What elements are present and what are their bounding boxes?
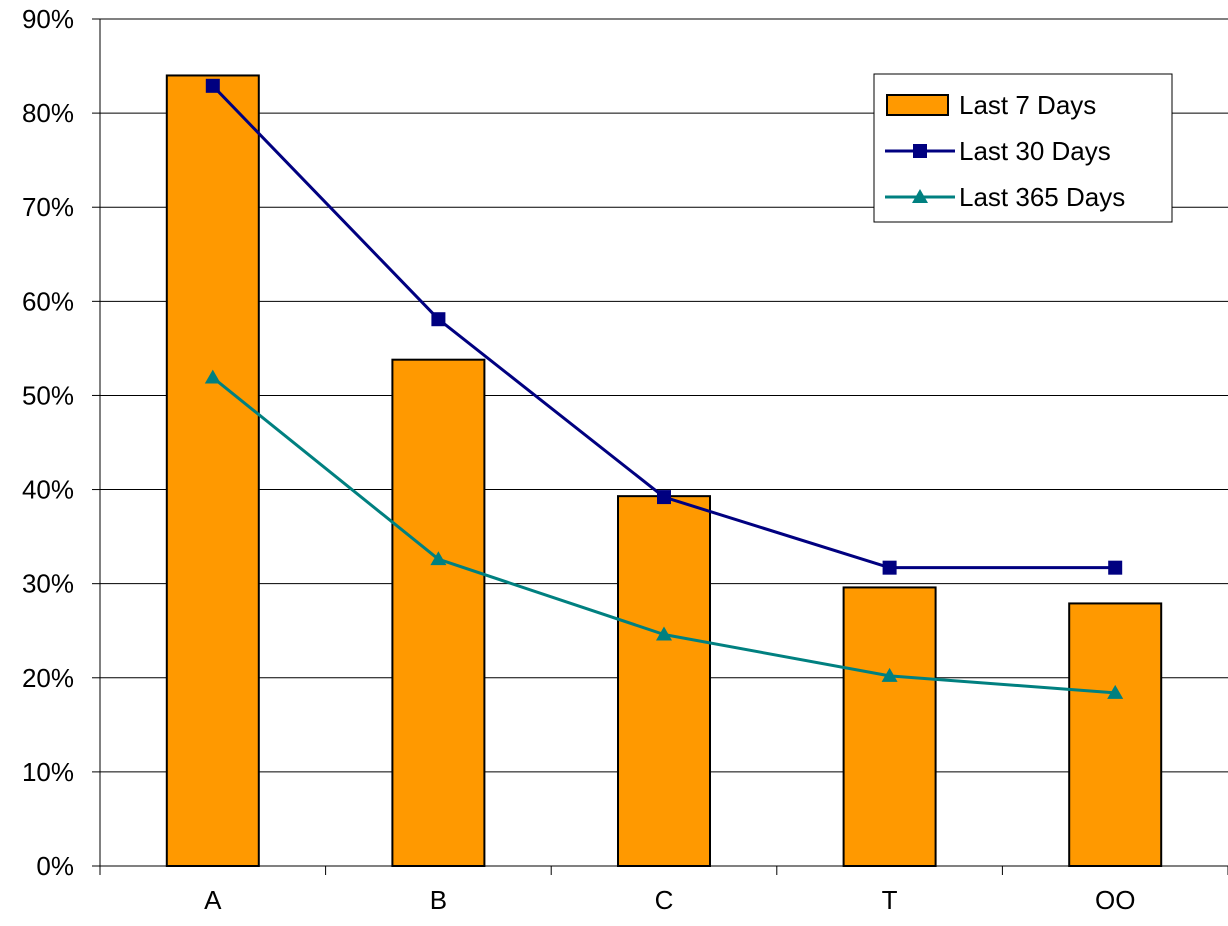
y-axis-tick-labels: 0% 10% 20% 30% 40% 50% 60% 70% 80% 90% xyxy=(22,4,74,881)
y-tick-label-70: 70% xyxy=(22,192,74,222)
y-tick-label-50: 50% xyxy=(22,380,74,410)
y-tick-label-10: 10% xyxy=(22,757,74,787)
legend-label-last-365-days: Last 365 Days xyxy=(959,182,1125,212)
bar-c xyxy=(617,495,711,867)
bar-t xyxy=(842,586,937,867)
x-tick-label-t: T xyxy=(882,885,898,915)
y-tick-label-20: 20% xyxy=(22,663,74,693)
x-tick-label-c: C xyxy=(655,885,674,915)
point-last-365-days-a xyxy=(204,369,221,384)
bar-b xyxy=(391,358,486,867)
point-last-30-days-a xyxy=(205,78,220,93)
point-last-30-days-t xyxy=(882,560,897,575)
axes xyxy=(92,18,1228,875)
y-tick-label-0: 0% xyxy=(36,851,74,881)
series-lines xyxy=(204,78,1124,699)
point-last-30-days-b xyxy=(431,312,446,327)
legend: Last 7 Days Last 30 Days Last 365 Days xyxy=(873,73,1173,223)
point-last-30-days-oo xyxy=(1108,560,1123,575)
legend-label-last-30-days: Last 30 Days xyxy=(959,136,1111,166)
point-last-365-days-b xyxy=(430,551,447,566)
bar-oo xyxy=(1068,602,1163,867)
point-last-365-days-oo xyxy=(1107,684,1124,699)
y-tick-label-40: 40% xyxy=(22,475,74,505)
y-tick-label-80: 80% xyxy=(22,98,74,128)
x-axis-tick-labels: A B C T OO xyxy=(204,885,1135,915)
y-tick-label-60: 60% xyxy=(22,286,74,316)
bar-a xyxy=(165,74,260,867)
point-last-365-days-t xyxy=(881,667,898,682)
point-last-365-days-c xyxy=(656,626,672,641)
y-tick-label-90: 90% xyxy=(22,4,74,34)
x-tick-label-oo: OO xyxy=(1095,885,1135,915)
y-tick-label-30: 30% xyxy=(22,569,74,599)
legend-label-last-7-days: Last 7 Days xyxy=(959,90,1096,120)
legend-marker-last-30-days xyxy=(913,144,927,158)
point-last-30-days-c xyxy=(657,490,671,505)
x-tick-label-b: B xyxy=(430,885,447,915)
legend-swatch-last-7-days xyxy=(886,94,949,116)
bars-last-7-days xyxy=(165,74,1163,867)
gridlines xyxy=(100,18,1228,773)
x-tick-label-a: A xyxy=(204,885,222,915)
legend-marker-last-365-days xyxy=(912,189,928,203)
